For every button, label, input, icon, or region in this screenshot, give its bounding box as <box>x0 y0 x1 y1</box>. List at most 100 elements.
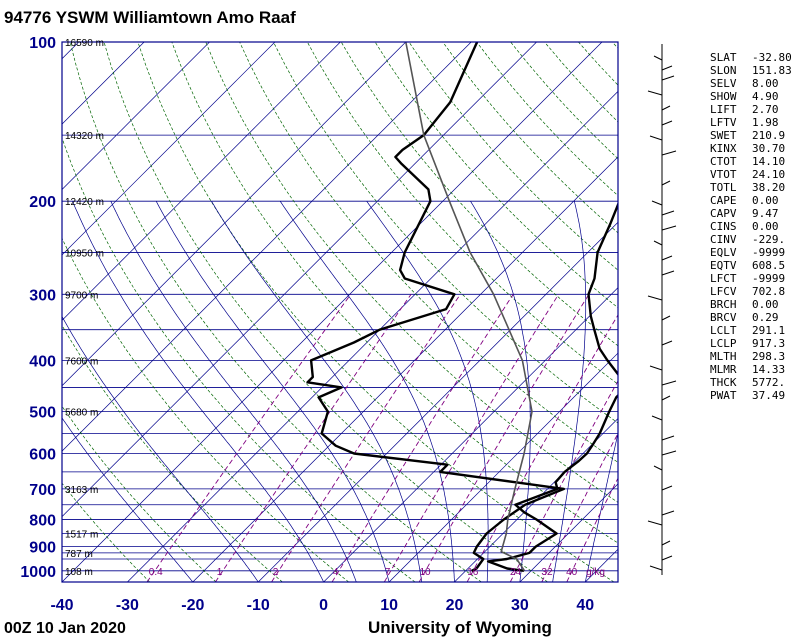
temperature-tick-label: -20 <box>181 597 204 614</box>
index-value: 38.20 <box>752 181 785 194</box>
wind-barb <box>661 435 675 441</box>
index-value: 210.9 <box>752 129 785 142</box>
wind-barb <box>661 225 677 231</box>
index-value: 151.83 <box>752 64 792 77</box>
mixing-ratio-label: 1 <box>217 567 223 578</box>
temperature-tick-label: -40 <box>50 597 73 614</box>
moist-adiabat <box>155 201 390 582</box>
index-value: 0.29 <box>752 311 779 324</box>
temperature-tick-label: -10 <box>247 597 270 614</box>
index-name: LFTV <box>710 116 737 129</box>
index-name: MLMR <box>710 363 737 376</box>
index-name: LFCT <box>710 272 737 285</box>
mixing-ratio-label: 32 <box>541 567 553 578</box>
isotherm <box>388 352 618 582</box>
index-value: -32.80 <box>752 51 792 64</box>
dry-adiabat <box>62 324 283 582</box>
index-name: LCLT <box>710 324 737 337</box>
isotherm <box>127 90 618 582</box>
thermo-grid <box>0 42 800 582</box>
index-value: 24.10 <box>752 168 785 181</box>
plot-frame <box>61 41 619 583</box>
wind-barb <box>653 55 663 61</box>
wind-barb <box>661 210 675 216</box>
wind-barb <box>661 540 671 546</box>
height-label: 10950 m <box>65 248 104 259</box>
dry-adiabat <box>137 42 615 582</box>
wind-barb <box>661 180 671 186</box>
index-value: 4.90 <box>752 90 779 103</box>
index-name: LFCV <box>710 285 737 298</box>
mixing-ratio-label: 7 <box>385 567 391 578</box>
dry-adiabat <box>680 42 800 582</box>
stability-indices: SLAT -32.80 SLON 151.83 SELV 8.00 SHOW 4.90 LIFT… <box>710 51 792 402</box>
wind-barb <box>649 135 663 141</box>
dry-adiabat <box>62 136 416 582</box>
wind-barb <box>661 75 675 81</box>
footer-time: 00Z 10 Jan 2020 <box>4 620 126 637</box>
moist-adiabat <box>552 201 587 582</box>
parcel-path <box>405 42 533 572</box>
index-value: 37.49 <box>752 389 785 402</box>
index-name: THCK <box>710 376 737 389</box>
height-label: 14320 m <box>65 131 104 142</box>
index-name: LCLP <box>710 337 737 350</box>
isotherm <box>62 42 603 582</box>
temperature-tick-label: 20 <box>446 597 464 614</box>
pressure-tick-label: 100 <box>29 35 56 52</box>
temperature-tick-label: 0 <box>319 597 328 614</box>
wind-barb <box>649 365 663 371</box>
wind-barb <box>647 90 663 96</box>
height-label: 5680 m <box>65 408 98 419</box>
index-value: 14.10 <box>752 155 785 168</box>
isotherm <box>192 156 618 582</box>
index-name: CINV <box>710 233 737 246</box>
index-name: TOTL <box>710 181 737 194</box>
wind-barb <box>661 120 673 126</box>
index-value: 291.1 <box>752 324 785 337</box>
index-value: 0.00 <box>752 194 779 207</box>
mixing-ratio-label: 16 <box>467 567 479 578</box>
pressure-tick-label: 800 <box>29 513 56 530</box>
isotherm <box>62 42 210 191</box>
wind-barb <box>661 395 671 401</box>
pressure-tick-label: 900 <box>29 540 56 557</box>
index-name: EQLV <box>710 246 737 259</box>
isotherm <box>62 42 472 452</box>
index-name: SELV <box>710 77 737 90</box>
moist-adiabat <box>470 201 531 582</box>
wind-barb <box>651 415 663 421</box>
mixing-ratio-label: 0.4 <box>149 567 163 578</box>
height-label: 108 m <box>65 567 93 578</box>
isotherm <box>62 42 341 321</box>
temperature-profile <box>486 201 618 572</box>
index-value: 702.8 <box>752 285 785 298</box>
index-value: 14.33 <box>752 363 785 376</box>
mixing-ratio-line <box>215 294 412 582</box>
wind-barb <box>653 240 663 246</box>
dry-adiabat <box>62 482 150 582</box>
height-label: 16590 m <box>65 38 104 49</box>
moist-adiabat <box>211 201 423 582</box>
index-name: SWET <box>710 129 737 142</box>
index-value: 0.00 <box>752 298 779 311</box>
mixing-ratio-label: 24 <box>510 567 522 578</box>
isotherm <box>62 42 537 518</box>
index-name: EQTV <box>710 259 737 272</box>
dry-adiabat <box>374 42 618 309</box>
wind-barb <box>651 200 663 206</box>
index-name: PWAT <box>710 389 737 402</box>
mixing-ratio-line <box>146 294 352 582</box>
mixing-ratio-line <box>418 294 590 582</box>
wind-barb <box>661 315 671 321</box>
wind-barb <box>661 105 671 111</box>
temperature-tick-label: 30 <box>511 597 529 614</box>
wind-barb <box>661 510 675 516</box>
temperature-tick-label: 40 <box>576 597 594 614</box>
index-value: 0.00 <box>752 220 779 233</box>
footer-source: University of Wyoming <box>368 618 552 637</box>
isotherm <box>0 42 13 582</box>
pressure-tick-label: 1000 <box>20 564 56 581</box>
wind-barb <box>661 255 673 261</box>
index-value: 917.3 <box>752 337 785 350</box>
